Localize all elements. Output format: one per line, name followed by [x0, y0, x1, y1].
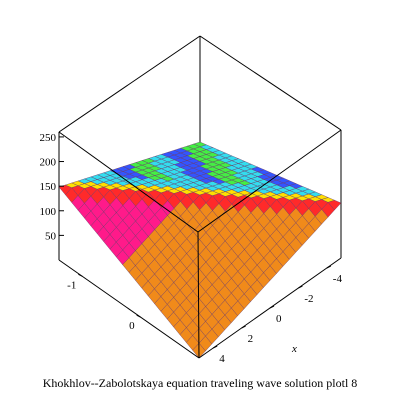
bounding-box-back	[58, 35, 342, 260]
x-tick-label: -4	[333, 273, 343, 285]
z-tick-label: 50	[45, 230, 57, 242]
z-tick-label: 200	[40, 157, 57, 169]
z-tick-label: 150	[40, 181, 57, 193]
tick-mark	[298, 285, 303, 289]
box-edge	[58, 131, 199, 233]
tick-mark	[136, 314, 141, 318]
box-edge	[199, 35, 342, 131]
tick-mark	[326, 265, 332, 269]
x-tick-label: 4	[219, 353, 225, 365]
x-axis-label: x	[291, 343, 297, 355]
tick-mark	[212, 345, 218, 349]
tick-mark	[241, 325, 246, 329]
y-tick-label: 0	[129, 320, 135, 332]
box-edge	[58, 35, 201, 133]
z-tick-label: 250	[40, 132, 57, 144]
box-edge	[197, 231, 200, 359]
surface-cell	[327, 199, 342, 211]
z-tick-label: 100	[40, 206, 57, 218]
tick-mark	[78, 273, 83, 277]
surface-mesh	[58, 141, 342, 359]
x-tick-label: 0	[276, 313, 282, 325]
y-tick-label: -1	[67, 279, 76, 291]
box-edge	[197, 129, 342, 233]
tick-mark	[269, 305, 275, 309]
chart-caption: Khokhlov--Zabolotskaya equation travelin…	[42, 376, 358, 390]
x-tick-label: -2	[304, 293, 313, 305]
axis-ticks: 250 200 150 100 50 -4 -2 0 2 4 -1 0	[40, 132, 343, 365]
x-tick-label: 2	[248, 333, 254, 345]
